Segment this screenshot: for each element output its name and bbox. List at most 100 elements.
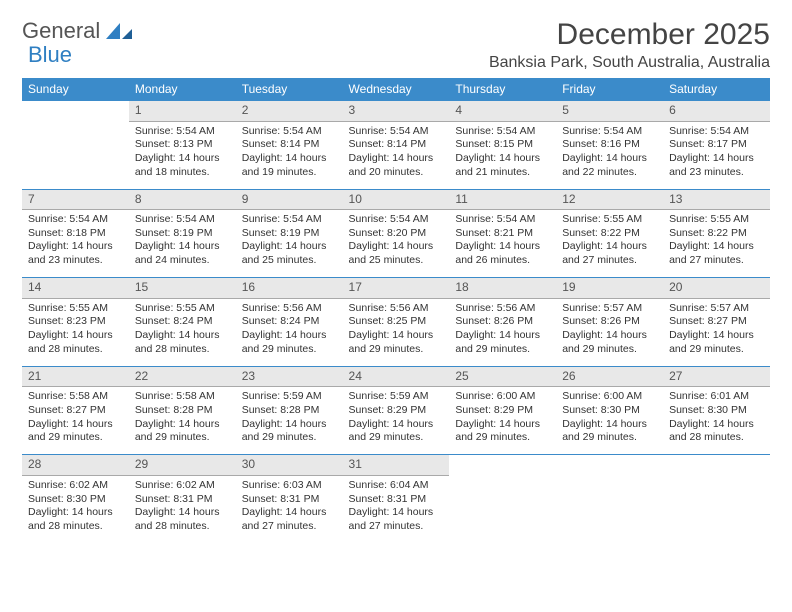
sunset-text: Sunset: 8:16 PM (562, 138, 657, 152)
daylight-text-1: Daylight: 14 hours (562, 418, 657, 432)
day-number-cell: 31 (343, 455, 450, 476)
day-content-cell: Sunrise: 5:55 AMSunset: 8:24 PMDaylight:… (129, 298, 236, 366)
daylight-text-2: and 27 minutes. (562, 254, 657, 268)
logo-sail-icon (106, 23, 132, 39)
daylight-text-2: and 29 minutes. (349, 431, 444, 445)
sunset-text: Sunset: 8:15 PM (455, 138, 550, 152)
col-sunday: Sunday (22, 78, 129, 101)
day-number-cell: 19 (556, 278, 663, 299)
week-content-row: Sunrise: 5:55 AMSunset: 8:23 PMDaylight:… (22, 298, 770, 366)
sunrise-text: Sunrise: 6:00 AM (455, 390, 550, 404)
daylight-text-2: and 24 minutes. (135, 254, 230, 268)
daylight-text-2: and 25 minutes. (242, 254, 337, 268)
col-monday: Monday (129, 78, 236, 101)
day-content-cell: Sunrise: 5:54 AMSunset: 8:21 PMDaylight:… (449, 210, 556, 278)
col-thursday: Thursday (449, 78, 556, 101)
sunset-text: Sunset: 8:24 PM (242, 315, 337, 329)
calendar-table: Sunday Monday Tuesday Wednesday Thursday… (22, 78, 770, 543)
day-number-cell (22, 101, 129, 122)
daylight-text-1: Daylight: 14 hours (349, 152, 444, 166)
day-content-cell: Sunrise: 5:56 AMSunset: 8:24 PMDaylight:… (236, 298, 343, 366)
daylight-text-2: and 19 minutes. (242, 166, 337, 180)
sunset-text: Sunset: 8:22 PM (562, 227, 657, 241)
daylight-text-2: and 28 minutes. (135, 520, 230, 534)
col-tuesday: Tuesday (236, 78, 343, 101)
sunset-text: Sunset: 8:25 PM (349, 315, 444, 329)
day-header-row: Sunday Monday Tuesday Wednesday Thursday… (22, 78, 770, 101)
day-content-cell: Sunrise: 6:00 AMSunset: 8:30 PMDaylight:… (556, 387, 663, 455)
day-number-cell: 10 (343, 189, 450, 210)
sunset-text: Sunset: 8:18 PM (28, 227, 123, 241)
day-content-cell: Sunrise: 5:57 AMSunset: 8:27 PMDaylight:… (663, 298, 770, 366)
day-number-cell: 18 (449, 278, 556, 299)
daylight-text-1: Daylight: 14 hours (242, 329, 337, 343)
daylight-text-1: Daylight: 14 hours (562, 152, 657, 166)
sunrise-text: Sunrise: 5:54 AM (349, 125, 444, 139)
sunset-text: Sunset: 8:31 PM (135, 493, 230, 507)
day-content-cell: Sunrise: 5:54 AMSunset: 8:17 PMDaylight:… (663, 121, 770, 189)
daylight-text-2: and 29 minutes. (455, 343, 550, 357)
sunset-text: Sunset: 8:31 PM (242, 493, 337, 507)
sunset-text: Sunset: 8:30 PM (562, 404, 657, 418)
sunset-text: Sunset: 8:28 PM (242, 404, 337, 418)
daylight-text-1: Daylight: 14 hours (28, 506, 123, 520)
daylight-text-2: and 29 minutes. (349, 343, 444, 357)
daylight-text-2: and 29 minutes. (135, 431, 230, 445)
day-number-cell: 14 (22, 278, 129, 299)
day-content-cell: Sunrise: 6:02 AMSunset: 8:30 PMDaylight:… (22, 475, 129, 543)
day-number-cell: 6 (663, 101, 770, 122)
sunrise-text: Sunrise: 5:56 AM (455, 302, 550, 316)
day-number-cell: 21 (22, 366, 129, 387)
sunrise-text: Sunrise: 6:01 AM (669, 390, 764, 404)
day-content-cell: Sunrise: 5:55 AMSunset: 8:22 PMDaylight:… (663, 210, 770, 278)
title-block: December 2025 Banksia Park, South Austra… (489, 18, 770, 72)
sunrise-text: Sunrise: 5:55 AM (562, 213, 657, 227)
sunset-text: Sunset: 8:23 PM (28, 315, 123, 329)
sunset-text: Sunset: 8:31 PM (349, 493, 444, 507)
sunrise-text: Sunrise: 6:03 AM (242, 479, 337, 493)
day-content-cell: Sunrise: 5:54 AMSunset: 8:19 PMDaylight:… (236, 210, 343, 278)
day-content-cell (663, 475, 770, 543)
day-number-cell: 8 (129, 189, 236, 210)
day-number-cell: 28 (22, 455, 129, 476)
sunset-text: Sunset: 8:27 PM (28, 404, 123, 418)
sunrise-text: Sunrise: 5:57 AM (562, 302, 657, 316)
sunset-text: Sunset: 8:30 PM (669, 404, 764, 418)
day-content-cell (556, 475, 663, 543)
sunset-text: Sunset: 8:29 PM (349, 404, 444, 418)
day-content-cell: Sunrise: 5:59 AMSunset: 8:29 PMDaylight:… (343, 387, 450, 455)
day-number-cell: 17 (343, 278, 450, 299)
day-content-cell: Sunrise: 5:57 AMSunset: 8:26 PMDaylight:… (556, 298, 663, 366)
daylight-text-1: Daylight: 14 hours (669, 152, 764, 166)
week-daynum-row: 28293031 (22, 455, 770, 476)
day-content-cell (22, 121, 129, 189)
day-content-cell: Sunrise: 5:54 AMSunset: 8:16 PMDaylight:… (556, 121, 663, 189)
sunset-text: Sunset: 8:13 PM (135, 138, 230, 152)
daylight-text-1: Daylight: 14 hours (455, 329, 550, 343)
day-number-cell: 27 (663, 366, 770, 387)
daylight-text-2: and 29 minutes. (242, 431, 337, 445)
daylight-text-1: Daylight: 14 hours (135, 240, 230, 254)
sunset-text: Sunset: 8:27 PM (669, 315, 764, 329)
daylight-text-1: Daylight: 14 hours (242, 152, 337, 166)
sunrise-text: Sunrise: 5:58 AM (135, 390, 230, 404)
daylight-text-1: Daylight: 14 hours (135, 152, 230, 166)
daylight-text-2: and 29 minutes. (562, 431, 657, 445)
daylight-text-1: Daylight: 14 hours (562, 329, 657, 343)
day-content-cell: Sunrise: 5:54 AMSunset: 8:14 PMDaylight:… (236, 121, 343, 189)
sunrise-text: Sunrise: 6:04 AM (349, 479, 444, 493)
day-number-cell: 13 (663, 189, 770, 210)
col-wednesday: Wednesday (343, 78, 450, 101)
day-number-cell: 7 (22, 189, 129, 210)
sunrise-text: Sunrise: 5:55 AM (669, 213, 764, 227)
sunset-text: Sunset: 8:29 PM (455, 404, 550, 418)
sunrise-text: Sunrise: 6:00 AM (562, 390, 657, 404)
daylight-text-1: Daylight: 14 hours (349, 329, 444, 343)
day-number-cell: 26 (556, 366, 663, 387)
col-friday: Friday (556, 78, 663, 101)
week-daynum-row: 78910111213 (22, 189, 770, 210)
daylight-text-2: and 27 minutes. (242, 520, 337, 534)
daylight-text-1: Daylight: 14 hours (669, 329, 764, 343)
logo-word-general: General (22, 18, 100, 44)
daylight-text-2: and 29 minutes. (562, 343, 657, 357)
